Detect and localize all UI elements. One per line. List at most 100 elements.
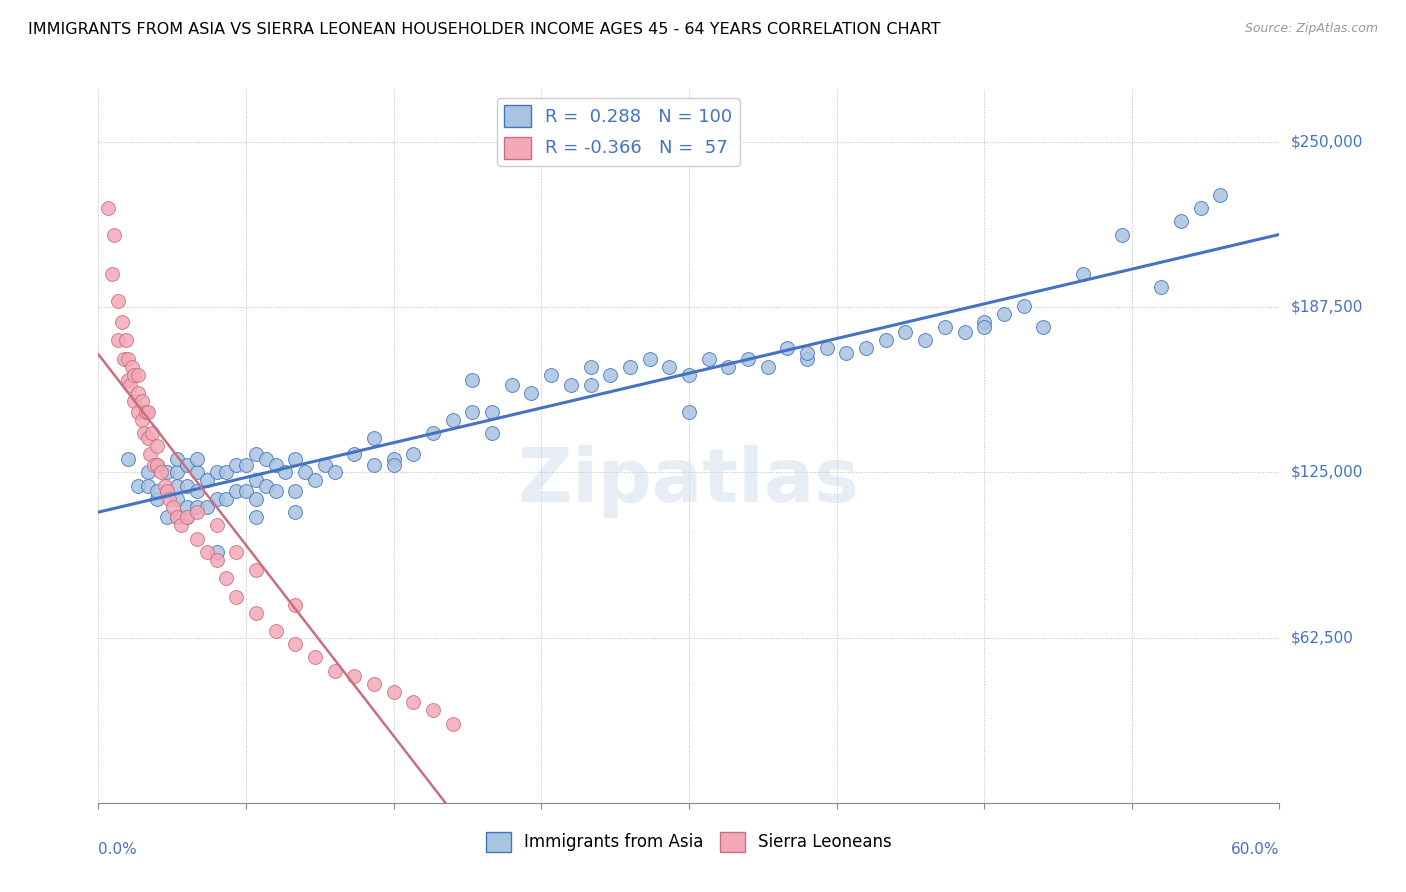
Text: 0.0%: 0.0% [98, 842, 138, 857]
Point [245, 606, 267, 620]
Point [205, 491, 228, 506]
Point [776, 341, 799, 355]
Point [1012, 299, 1035, 313]
Text: 60.0%: 60.0% [1232, 842, 1279, 857]
Point [135, 404, 157, 418]
Text: $125,000: $125,000 [1291, 465, 1362, 480]
Point [422, 425, 444, 440]
Point [678, 368, 700, 382]
Point [796, 346, 818, 360]
Point [205, 518, 228, 533]
Point [146, 439, 169, 453]
Point [155, 478, 177, 492]
Point [156, 466, 179, 480]
Point [176, 510, 198, 524]
Point [170, 518, 193, 533]
Point [658, 359, 681, 374]
Point [166, 491, 188, 506]
Point [186, 505, 208, 519]
Point [274, 466, 297, 480]
Point [245, 447, 267, 461]
Point [245, 474, 267, 488]
Point [115, 333, 138, 347]
Point [254, 452, 277, 467]
Point [166, 466, 188, 480]
Point [195, 545, 218, 559]
Point [481, 404, 503, 418]
Point [796, 351, 818, 366]
Point [284, 505, 307, 519]
Point [501, 378, 523, 392]
Point [136, 466, 159, 480]
Point [461, 373, 484, 387]
Point [1170, 214, 1192, 228]
Point [284, 483, 307, 498]
Point [117, 373, 139, 387]
Point [382, 458, 405, 472]
Point [136, 478, 159, 492]
Point [520, 386, 543, 401]
Point [953, 326, 976, 340]
Point [166, 510, 188, 524]
Point [146, 491, 169, 506]
Point [382, 685, 405, 699]
Point [215, 466, 238, 480]
Point [215, 571, 238, 585]
Point [117, 452, 139, 467]
Point [481, 425, 503, 440]
Point [323, 664, 346, 678]
Point [176, 500, 198, 514]
Point [157, 491, 180, 506]
Point [146, 458, 169, 472]
Point [835, 346, 858, 360]
Point [815, 341, 838, 355]
Point [284, 637, 307, 651]
Point [205, 545, 228, 559]
Point [855, 341, 877, 355]
Point [264, 624, 287, 638]
Point [894, 326, 917, 340]
Point [579, 378, 602, 392]
Point [176, 458, 198, 472]
Point [1209, 188, 1232, 202]
Text: IMMIGRANTS FROM ASIA VS SIERRA LEONEAN HOUSEHOLDER INCOME AGES 45 - 64 YEARS COR: IMMIGRANTS FROM ASIA VS SIERRA LEONEAN H… [28, 22, 941, 37]
Point [382, 452, 405, 467]
Point [146, 483, 169, 498]
Point [186, 466, 208, 480]
Point [186, 452, 208, 467]
Point [973, 315, 995, 329]
Point [756, 359, 779, 374]
Point [112, 351, 135, 366]
Point [225, 545, 247, 559]
Point [422, 703, 444, 717]
Point [441, 412, 464, 426]
Point [107, 293, 129, 308]
Legend: Immigrants from Asia, Sierra Leoneans: Immigrants from Asia, Sierra Leoneans [479, 825, 898, 859]
Point [697, 351, 720, 366]
Point [215, 491, 238, 506]
Point [127, 404, 149, 418]
Point [150, 466, 173, 480]
Point [205, 552, 228, 566]
Point [294, 466, 316, 480]
Point [132, 425, 155, 440]
Point [264, 458, 287, 472]
Point [176, 478, 198, 492]
Point [579, 359, 602, 374]
Point [156, 483, 179, 498]
Point [195, 500, 218, 514]
Point [118, 378, 141, 392]
Point [284, 598, 307, 612]
Point [195, 474, 218, 488]
Point [323, 466, 346, 480]
Point [1150, 280, 1173, 294]
Point [717, 359, 740, 374]
Point [127, 478, 149, 492]
Point [737, 351, 759, 366]
Point [304, 650, 326, 665]
Point [245, 491, 267, 506]
Point [138, 447, 160, 461]
Text: Source: ZipAtlas.com: Source: ZipAtlas.com [1244, 22, 1378, 36]
Point [875, 333, 897, 347]
Point [122, 394, 145, 409]
